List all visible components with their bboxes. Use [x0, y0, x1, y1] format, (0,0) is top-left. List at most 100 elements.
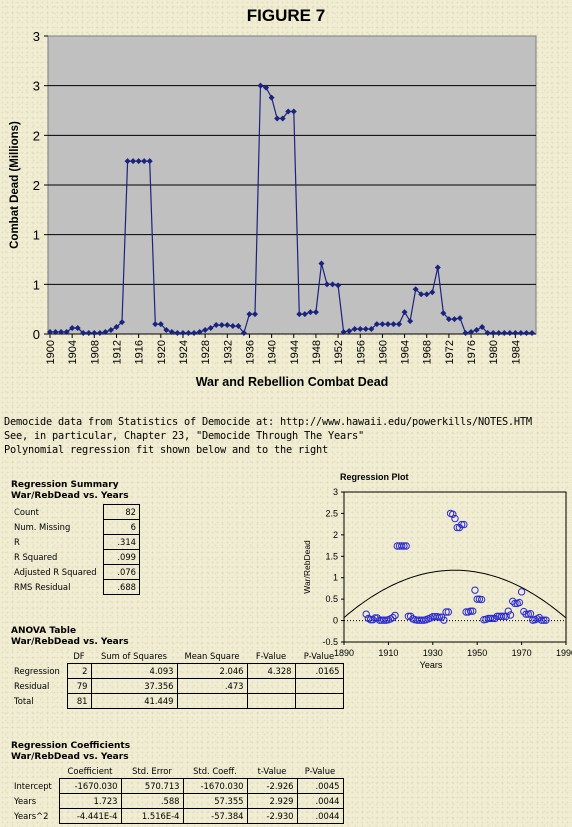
- data-point: [468, 329, 475, 336]
- summary-label: R Squared: [14, 552, 58, 562]
- x-axis-title: Years: [420, 660, 443, 670]
- data-point: [69, 325, 76, 332]
- scatter-point: [400, 542, 408, 550]
- column-header: Coefficient: [67, 766, 113, 776]
- column-header: Sum of Squares: [100, 651, 168, 661]
- y-tick-label: 1.5: [325, 551, 338, 561]
- data-point: [52, 329, 59, 336]
- anova-section: ANOVA Table War/RebDead vs. Years DF Sum …: [11, 626, 344, 709]
- fit-curve: [344, 569, 566, 619]
- table-row: Years^2 -4.441E-4 1.516E-4 -57.384 -2.930.00…: [11, 808, 344, 824]
- table-cell: 1.723: [58, 793, 122, 809]
- data-point: [263, 84, 270, 91]
- summary-value: 82: [103, 504, 140, 520]
- data-point: [495, 330, 502, 337]
- column-header: Mean Square: [184, 651, 240, 661]
- x-tick-label: 1908: [89, 340, 101, 364]
- table-cell: .0045: [296, 778, 344, 794]
- data-point: [501, 330, 508, 337]
- scatter-point: [389, 613, 397, 622]
- data-point: [96, 330, 103, 337]
- x-tick-label: 1952: [333, 340, 345, 364]
- coefficients-subtitle: War/RebDead vs. Years: [11, 752, 129, 762]
- chapter-note: See, in particular, Chapter 23, "Democid…: [4, 430, 364, 442]
- y-tick-label: 2: [33, 178, 40, 193]
- row-label: Total: [14, 696, 34, 706]
- data-point: [202, 327, 209, 334]
- data-point: [246, 311, 253, 318]
- data-point: [191, 330, 198, 337]
- regression-summary-title: Regression Summary: [11, 480, 119, 490]
- x-tick-label: 1904: [67, 340, 79, 364]
- table-cell: 4.328: [246, 663, 296, 679]
- data-point: [296, 311, 303, 318]
- scatter-point: [473, 595, 481, 603]
- table-cell: [294, 693, 344, 709]
- summary-value: .076: [103, 564, 140, 580]
- data-point: [351, 326, 358, 333]
- table-cell: [246, 693, 296, 709]
- table-cell: -2.930: [246, 808, 298, 824]
- data-point: [412, 286, 419, 293]
- y-tick-label: 2: [33, 128, 40, 143]
- data-point: [523, 330, 530, 337]
- x-tick-label: 1920: [156, 340, 168, 364]
- data-point: [407, 318, 414, 325]
- data-point: [163, 327, 170, 334]
- data-point: [124, 158, 131, 165]
- summary-label: R: [14, 537, 20, 547]
- y-tick-label: 0.5: [325, 594, 338, 604]
- data-point: [324, 281, 331, 288]
- scatter-point: [451, 514, 459, 523]
- x-tick-label: 1912: [111, 340, 123, 364]
- data-point: [384, 321, 391, 328]
- data-point: [157, 321, 164, 328]
- x-tick-label: 1916: [134, 340, 146, 364]
- data-point: [224, 322, 231, 329]
- scatter-point: [440, 616, 448, 624]
- table-cell: 4.093: [90, 663, 178, 679]
- summary-label: Count: [14, 507, 39, 517]
- table-cell: 57.355: [182, 793, 248, 809]
- scatter-point: [373, 614, 382, 622]
- data-point: [379, 321, 386, 328]
- table-cell: 37.356: [90, 678, 178, 694]
- data-point: [285, 108, 292, 115]
- data-point: [63, 329, 70, 336]
- x-tick-label: 1970: [512, 648, 532, 658]
- table-row: Count 82: [11, 504, 140, 520]
- column-header: DF: [73, 651, 85, 661]
- x-tick-label: 1910: [378, 648, 398, 658]
- scatter-point: [511, 599, 519, 608]
- column-header: t-Value: [257, 766, 287, 776]
- data-point: [312, 309, 319, 316]
- table-cell: 81: [66, 693, 92, 709]
- table-cell: [294, 678, 344, 694]
- data-point: [373, 321, 380, 328]
- y-tick-label: 2.5: [325, 508, 338, 518]
- table-row: Total 81 41.449: [11, 693, 344, 709]
- column-header: F-Value: [255, 651, 287, 661]
- table-cell: 79: [66, 678, 92, 694]
- row-label: Residual: [14, 681, 50, 691]
- table-cell: .588: [120, 793, 184, 809]
- summary-value: .314: [103, 534, 140, 550]
- data-point: [146, 158, 153, 165]
- y-tick-label: 1: [333, 573, 338, 583]
- regression-plot-frame: [343, 491, 567, 643]
- data-point: [119, 319, 126, 326]
- x-tick-label: 1968: [422, 340, 434, 364]
- data-point: [362, 326, 369, 333]
- column-header: P-Value: [304, 766, 336, 776]
- x-tick-label: 1990: [556, 648, 572, 658]
- table-cell: 2: [66, 663, 92, 679]
- scatter-point: [460, 520, 468, 529]
- y-tick-label: 0: [33, 327, 40, 342]
- column-header: [11, 649, 67, 664]
- scatter-point: [442, 608, 450, 616]
- coefficients-title: Regression Coefficients: [11, 741, 131, 751]
- x-tick-label: 1964: [400, 340, 412, 364]
- data-point: [196, 329, 203, 336]
- anova-subtitle: War/RebDead vs. Years: [11, 637, 129, 647]
